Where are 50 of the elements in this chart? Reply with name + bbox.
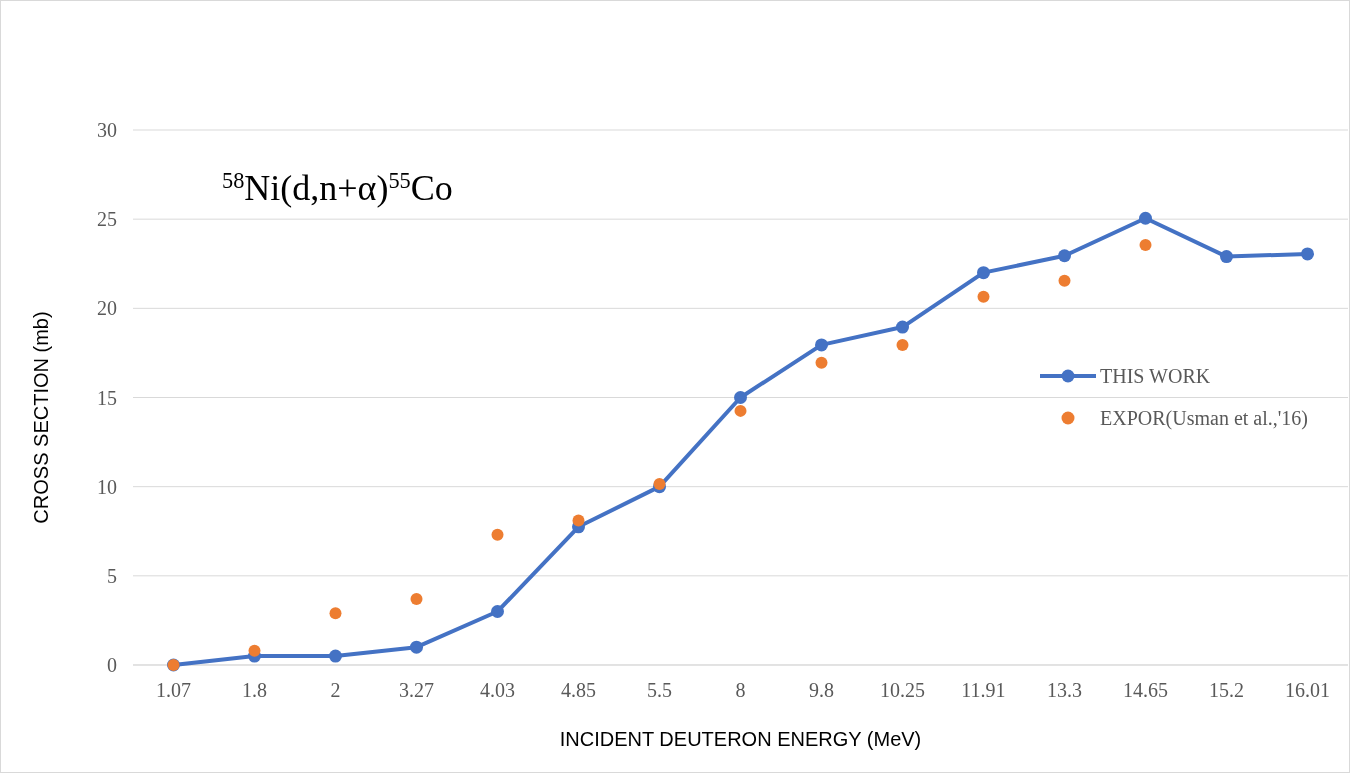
point (1301, 247, 1314, 261)
point (977, 266, 990, 280)
point (329, 649, 342, 663)
y-tick-label: 0 (107, 654, 117, 676)
point (410, 640, 423, 654)
legend-label: THIS WORK (1100, 365, 1211, 387)
point (248, 644, 261, 657)
y-tick-label: 20 (97, 297, 117, 320)
point (572, 514, 585, 527)
point (734, 391, 747, 404)
x-tick-label: 16.01 (1285, 679, 1330, 701)
point (815, 338, 828, 352)
point (491, 528, 504, 541)
x-tick-label: 1.8 (242, 679, 267, 701)
x-tick-label: 4.85 (561, 679, 596, 701)
x-tick-label: 13.3 (1047, 679, 1082, 701)
point (977, 290, 990, 303)
x-tick-label: 9.8 (809, 679, 834, 701)
point (1058, 274, 1071, 287)
text: $^{58}$Ni(d,n+α)$^{55}$Co (222, 167, 453, 208)
y-tick-label: 30 (97, 119, 117, 141)
point (896, 338, 909, 351)
point (1139, 211, 1152, 225)
x-tick-label: 14.65 (1123, 679, 1168, 701)
point (815, 356, 828, 369)
x-tick-label: 5.5 (647, 679, 672, 701)
point (1139, 239, 1152, 252)
x-tick-label: 10.25 (880, 679, 925, 701)
point (1058, 249, 1071, 263)
point (491, 605, 504, 618)
y-tick-label: 5 (107, 564, 117, 587)
x-tick-label: 4.03 (480, 679, 515, 701)
point (1220, 250, 1233, 264)
point (734, 404, 747, 417)
x-tick-label: 11.91 (961, 679, 1006, 701)
y-tick-label: 25 (97, 208, 117, 231)
y-axis-title: CROSS SECTION (mb) (30, 311, 52, 524)
x-axis-title: INCIDENT DEUTERON ENERGY (MeV) (559, 728, 922, 750)
x-tick-label: 2 (330, 679, 341, 701)
x-tick-label: 8 (735, 679, 746, 701)
point (896, 320, 909, 334)
x-tick-label: 1.07 (156, 679, 191, 701)
y-tick-label: 10 (97, 475, 117, 498)
legend-label: EXPOR(Usman et al.,'16) (1100, 407, 1309, 430)
point (410, 593, 423, 605)
point (653, 478, 666, 490)
x-tick-label: 3.27 (399, 679, 434, 701)
x-tick-label: 15.2 (1209, 679, 1244, 701)
y-tick-label: 15 (97, 386, 117, 409)
point (329, 607, 342, 620)
